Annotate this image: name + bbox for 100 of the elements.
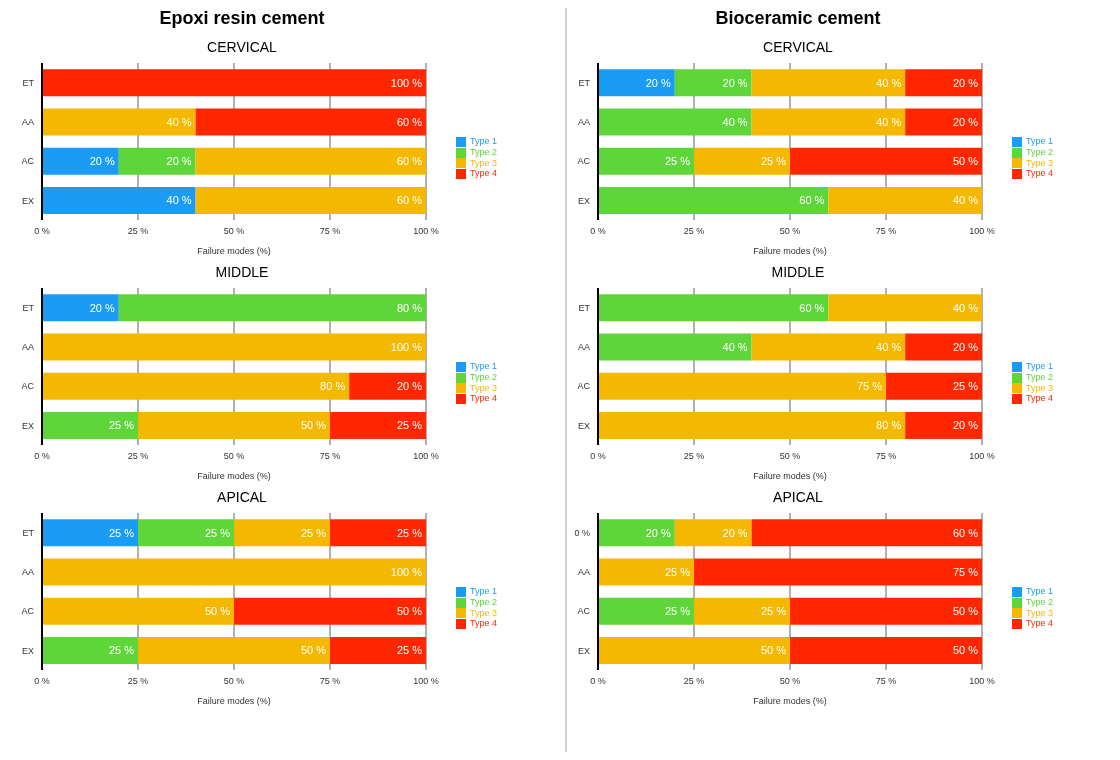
y-tick-label: ET (578, 77, 591, 88)
bar (674, 69, 752, 97)
data-label: 20 % (396, 380, 423, 393)
x-axis-title: Failure modes (%) (753, 471, 827, 481)
bar (674, 519, 752, 547)
y-tick-label: AC (21, 381, 35, 392)
chart-subtitle: CERVICAL (762, 39, 834, 55)
data-label: 100 % (390, 340, 423, 353)
data-label: 50 % (760, 644, 787, 657)
y-tick-label: AA (21, 342, 34, 353)
legend-label: Type 1 (470, 136, 498, 147)
data-label: 50 % (952, 644, 979, 657)
legend-label: Type 4 (1026, 393, 1054, 404)
x-tick-label: 75 % (875, 451, 897, 462)
x-tick-label: 100 % (413, 226, 439, 237)
bar (42, 519, 138, 547)
data-label: 80 % (320, 380, 346, 393)
y-tick-label: AA (21, 117, 34, 128)
x-axis-title: Failure modes (%) (197, 696, 271, 706)
bar (195, 187, 426, 215)
bar (42, 412, 138, 440)
bar (234, 519, 330, 547)
x-tick-label: 100 % (413, 676, 439, 687)
bar (42, 147, 119, 175)
x-tick-label: 50 % (223, 226, 245, 237)
data-label: 50 % (204, 605, 231, 618)
y-tick-label: AA (577, 117, 590, 128)
data-label: 60 % (952, 526, 979, 539)
y-tick-label: EX (21, 645, 34, 656)
bar (349, 372, 426, 400)
y-tick-label: AC (21, 606, 35, 617)
bar (751, 519, 982, 547)
chart-title: MIDDLE (214, 264, 270, 280)
data-label: 50 % (396, 605, 423, 618)
legend-label: Type 4 (1026, 168, 1054, 179)
bar (42, 294, 119, 322)
data-label: 40 % (722, 340, 748, 353)
legend-label: Type 4 (470, 393, 498, 404)
data-label: 25 % (664, 155, 691, 168)
bar (598, 637, 790, 665)
bar (330, 637, 426, 665)
data-label: 40 % (166, 194, 192, 207)
data-label: 40 % (166, 115, 192, 128)
y-tick-label: AC (577, 606, 591, 617)
x-tick-label: 25 % (683, 676, 705, 687)
bar (138, 519, 234, 547)
bar (790, 597, 982, 625)
data-label: 25 % (664, 565, 691, 578)
legend-label: Type 3 (1026, 382, 1054, 393)
data-label: 80 % (876, 419, 902, 432)
chart-subtitle: CERVICAL (206, 39, 278, 55)
chart-title: Bioceramic cement (714, 8, 882, 29)
data-label: 20 % (722, 76, 748, 89)
x-axis-title: Failure modes (%) (197, 246, 271, 256)
data-label: 25 % (300, 526, 327, 539)
data-label: 50 % (300, 419, 327, 432)
y-tick-label: AC (21, 156, 35, 167)
data-label: 20 % (952, 419, 979, 432)
x-axis-title: Failure modes (%) (753, 246, 827, 256)
data-label: 40 % (952, 194, 979, 207)
data-label: 50 % (952, 155, 979, 168)
y-tick-label: ET (22, 77, 35, 88)
y-tick-label: EX (21, 195, 34, 206)
data-label: 20 % (89, 155, 116, 168)
bar (234, 597, 426, 625)
data-label: 25 % (108, 526, 135, 539)
data-label: 20 % (166, 155, 192, 168)
data-label: 50 % (300, 644, 327, 657)
data-label: 60 % (799, 194, 825, 207)
data-label: 75 % (952, 565, 979, 578)
legend-label: Type 2 (470, 146, 498, 157)
bar (790, 637, 982, 665)
x-tick-label: 25 % (683, 226, 705, 237)
bar (905, 69, 982, 97)
data-label: 40 % (876, 76, 902, 89)
y-tick-label: AA (21, 567, 34, 578)
x-tick-label: 50 % (779, 226, 801, 237)
data-label: 25 % (204, 526, 231, 539)
bar (751, 333, 906, 361)
bar (42, 108, 196, 136)
data-label: 20 % (952, 76, 979, 89)
bar (598, 412, 906, 440)
data-label: 100 % (390, 76, 423, 89)
data-label: 40 % (876, 115, 902, 128)
data-label: 25 % (396, 644, 423, 657)
y-tick-label: AC (577, 381, 591, 392)
bar (828, 187, 982, 215)
y-tick-label: ET (578, 302, 591, 313)
bar (195, 147, 426, 175)
data-label: 25 % (396, 526, 423, 539)
legend-label: Type 1 (1026, 586, 1054, 597)
data-label: 20 % (952, 115, 979, 128)
bar (828, 294, 982, 322)
legend-label: Type 2 (470, 596, 498, 607)
data-label: 20 % (722, 526, 748, 539)
x-tick-label: 75 % (875, 226, 897, 237)
x-tick-label: 75 % (319, 451, 341, 462)
x-axis-title: Failure modes (%) (197, 471, 271, 481)
data-label: 75 % (856, 380, 883, 393)
bar (886, 372, 982, 400)
